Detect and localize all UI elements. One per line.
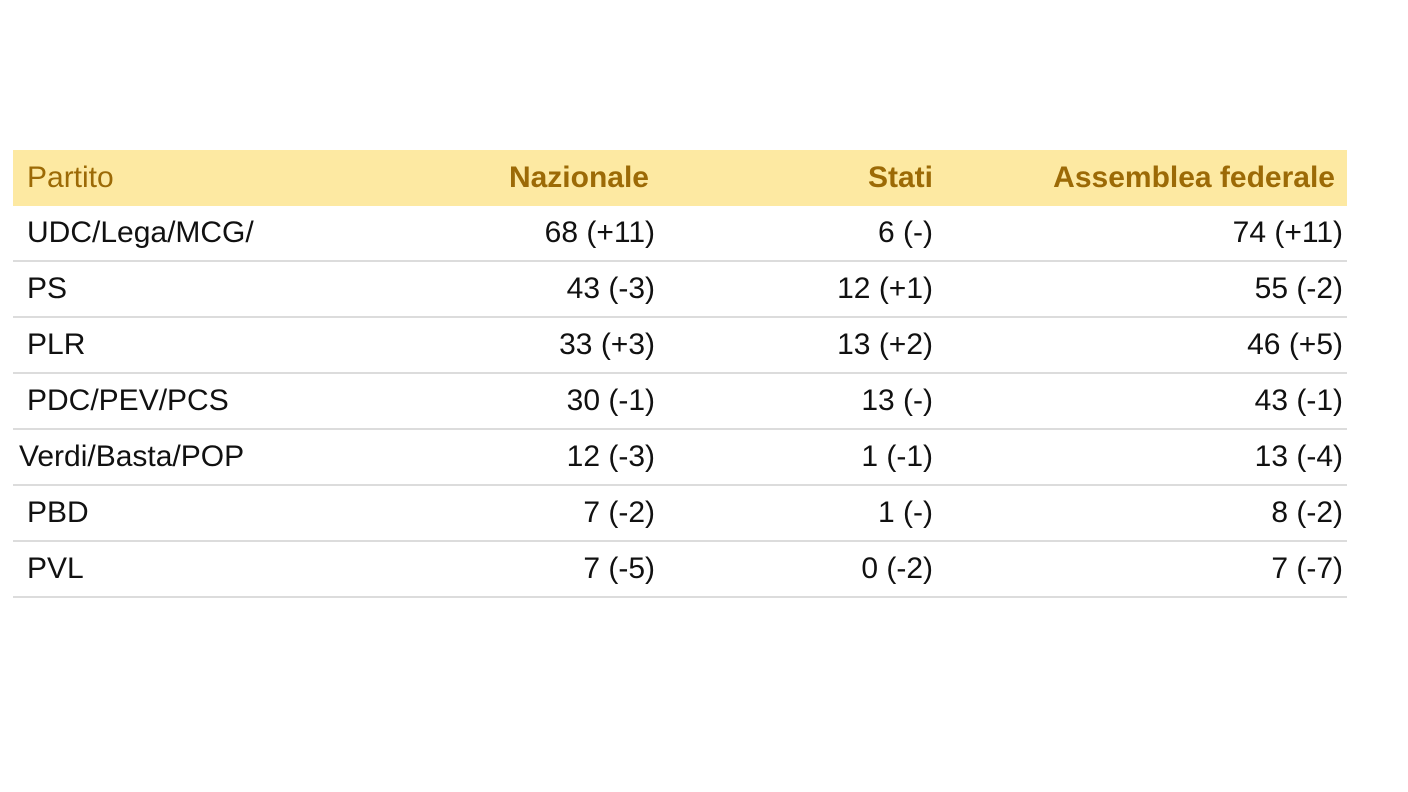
assemblea-cell: 8 (-2) bbox=[1271, 496, 1343, 529]
nazionale-cell: 30 (-1) bbox=[566, 384, 655, 417]
header-assemblea-federale: Assemblea federale bbox=[1053, 161, 1335, 194]
party-cell: PS bbox=[27, 272, 68, 305]
stati-cell: 1 (-1) bbox=[861, 440, 933, 473]
nazionale-cell: 7 (-2) bbox=[583, 496, 655, 529]
table-row: PLR 33 (+3) 13 (+2) 46 (+5) bbox=[13, 318, 1347, 374]
assemblea-cell: 74 (+11) bbox=[1232, 216, 1343, 249]
stati-cell: 13 (-) bbox=[861, 384, 933, 417]
table-row: PBD 7 (-2) 1 (-) 8 (-2) bbox=[13, 486, 1347, 542]
header-stati: Stati bbox=[867, 161, 933, 194]
assemblea-cell: 7 (-7) bbox=[1271, 552, 1343, 585]
table-header-row: Partito Nazionale Stati Assemblea federa… bbox=[13, 150, 1347, 206]
header-nazionale: Nazionale bbox=[508, 161, 649, 194]
nazionale-cell: 43 (-3) bbox=[566, 272, 655, 305]
assemblea-cell: 43 (-1) bbox=[1254, 384, 1343, 417]
table-row: PS 43 (-3) 12 (+1) 55 (-2) bbox=[13, 262, 1347, 318]
party-cell: PDC/PEV/PCS bbox=[27, 384, 229, 417]
nazionale-cell: 68 (+11) bbox=[544, 216, 655, 249]
table-row: Verdi/Basta/POP 12 (-3) 1 (-1) 13 (-4) bbox=[13, 430, 1347, 486]
results-table: Partito Nazionale Stati Assemblea federa… bbox=[13, 150, 1347, 598]
assemblea-cell: 55 (-2) bbox=[1254, 272, 1343, 305]
party-cell: UDC/Lega/MCG/ bbox=[27, 216, 254, 249]
party-cell: PVL bbox=[27, 552, 84, 585]
header-partito: Partito bbox=[27, 161, 114, 194]
table-row: PVL 7 (-5) 0 (-2) 7 (-7) bbox=[13, 542, 1347, 598]
stati-cell: 12 (+1) bbox=[837, 272, 933, 305]
party-cell: Verdi/Basta/POP bbox=[19, 440, 245, 473]
table-row: PDC/PEV/PCS 30 (-1) 13 (-) 43 (-1) bbox=[13, 374, 1347, 430]
stati-cell: 6 (-) bbox=[878, 216, 933, 249]
assemblea-cell: 13 (-4) bbox=[1254, 440, 1343, 473]
stati-cell: 0 (-2) bbox=[861, 552, 933, 585]
nazionale-cell: 12 (-3) bbox=[566, 440, 655, 473]
nazionale-cell: 7 (-5) bbox=[583, 552, 655, 585]
table-row: UDC/Lega/MCG/ 68 (+11) 6 (-) 74 (+11) bbox=[13, 206, 1347, 262]
party-cell: PBD bbox=[27, 496, 89, 529]
party-cell: PLR bbox=[27, 328, 86, 361]
assemblea-cell: 46 (+5) bbox=[1247, 328, 1343, 361]
nazionale-cell: 33 (+3) bbox=[559, 328, 655, 361]
stati-cell: 1 (-) bbox=[878, 496, 933, 529]
stati-cell: 13 (+2) bbox=[837, 328, 933, 361]
